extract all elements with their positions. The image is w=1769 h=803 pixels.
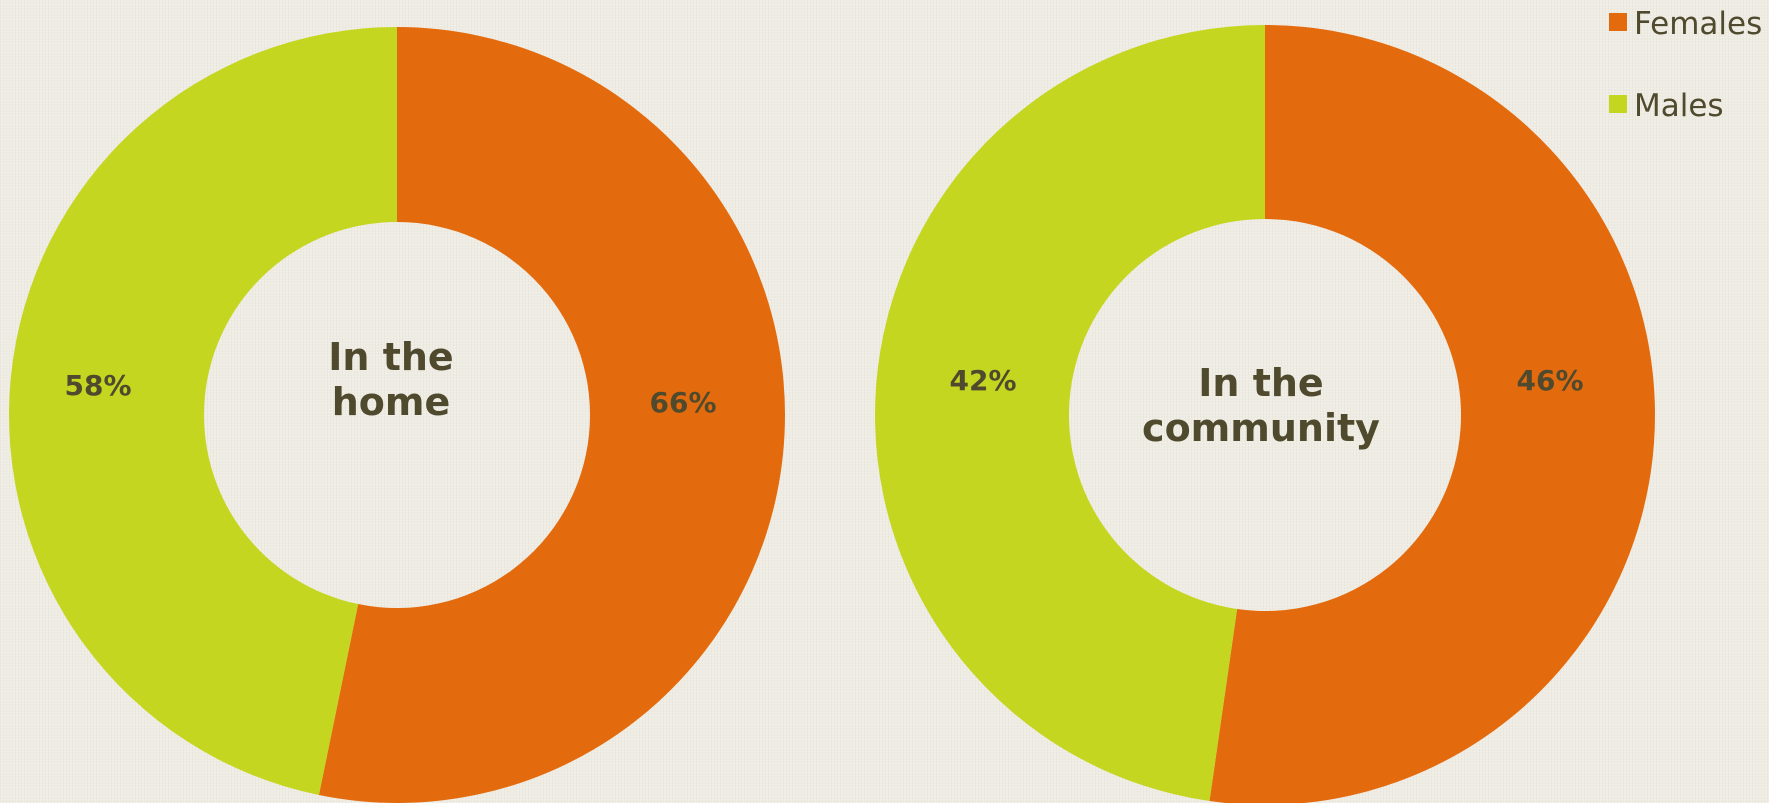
data-label-females: 46% [1516,364,1583,397]
data-label-females: 66% [649,386,716,419]
legend-label-females: Females [1634,6,1762,42]
center-label-line-1: In the [328,335,453,379]
center-label-line-2: home [332,380,451,424]
legend-swatch-males [1609,95,1627,113]
data-label-males: 58% [64,369,131,402]
center-label-line-1: In the [1198,361,1323,405]
legend-swatch-females [1609,13,1627,31]
data-label-males: 42% [949,364,1016,397]
legend: Females Males [1609,6,1762,124]
center-label-line-2: community [1142,406,1380,450]
legend-label-males: Males [1634,88,1724,124]
